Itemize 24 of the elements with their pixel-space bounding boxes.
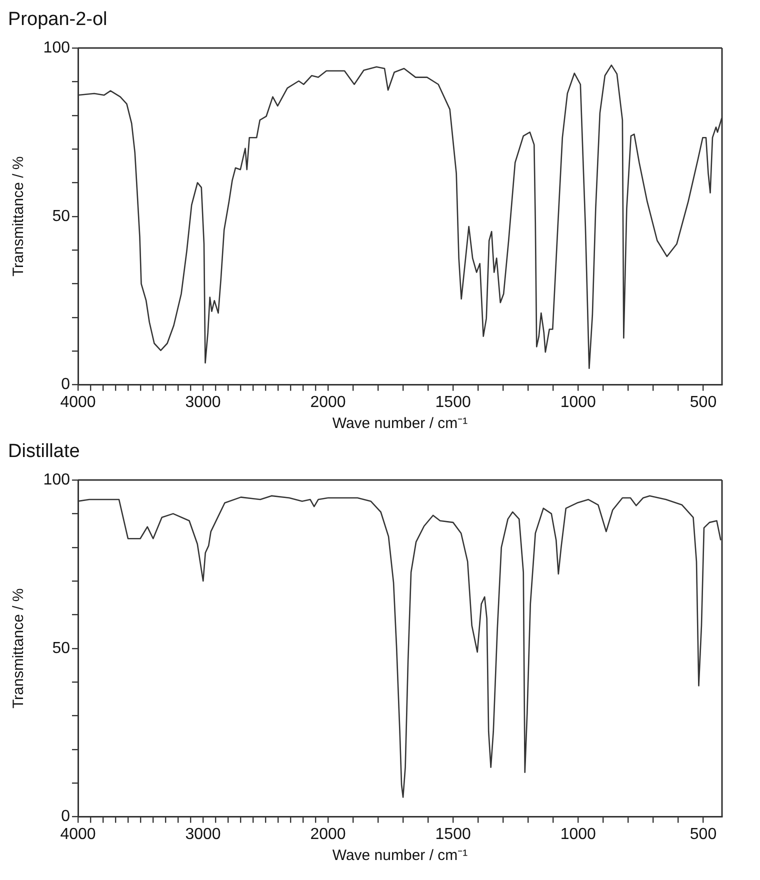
y-tick-label: 100 bbox=[43, 471, 70, 488]
y-tick-label: 50 bbox=[52, 640, 70, 657]
x-tick-label: 500 bbox=[690, 394, 717, 411]
x-axis-title: Wave number / cm⁻¹ bbox=[331, 414, 469, 434]
y-tick-label: 50 bbox=[52, 208, 70, 225]
x-tick-label: 4000 bbox=[60, 826, 96, 843]
x-tick-label: 500 bbox=[690, 826, 717, 843]
x-tick-label: 1500 bbox=[435, 394, 471, 411]
y-tick-label: 0 bbox=[61, 376, 70, 394]
x-axis-title: Wave number / cm⁻¹ bbox=[331, 846, 469, 866]
chart-title: Distillate bbox=[8, 440, 80, 464]
x-tick-label: 1000 bbox=[560, 826, 596, 843]
y-tick-label: 100 bbox=[43, 39, 70, 56]
x-tick-label: 1000 bbox=[560, 394, 596, 411]
x-tick-label: 2000 bbox=[310, 394, 346, 411]
y-axis-title: Transmittance / % bbox=[10, 156, 28, 277]
x-tick-label: 3000 bbox=[185, 394, 221, 411]
y-tick-label: 0 bbox=[61, 808, 70, 826]
x-tick-label: 4000 bbox=[60, 394, 96, 411]
x-tick-label: 1500 bbox=[435, 826, 471, 843]
x-tick-label: 2000 bbox=[310, 826, 346, 843]
y-axis-title: Transmittance / % bbox=[10, 588, 28, 709]
chart-title: Propan-2-ol bbox=[8, 8, 108, 32]
x-tick-label: 3000 bbox=[185, 826, 221, 843]
